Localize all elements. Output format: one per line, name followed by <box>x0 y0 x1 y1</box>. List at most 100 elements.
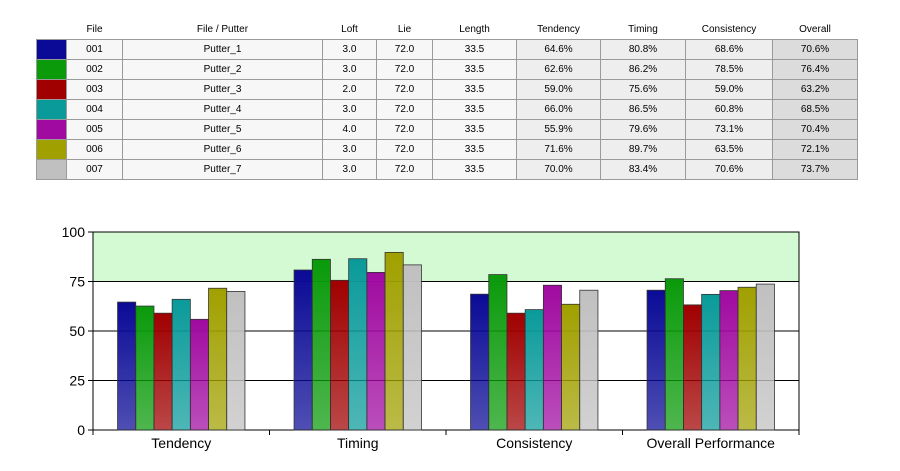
cell-putter: Putter_1 <box>122 39 323 60</box>
bar <box>506 312 526 431</box>
bar <box>664 278 684 431</box>
cell-putter: Putter_7 <box>122 159 323 180</box>
header-file: File <box>86 23 103 35</box>
bar <box>117 301 137 431</box>
cell-length: 33.5 <box>432 59 517 80</box>
cell-timing: 79.6% <box>600 119 686 140</box>
cell-putter: Putter_4 <box>122 99 323 120</box>
table-row[interactable]: 007 Putter_7 3.0 72.0 33.5 70.0% 83.4% 70.6% 73.… <box>36 159 858 180</box>
cell-file: 006 <box>66 139 123 160</box>
cell-lie: 72.0 <box>376 79 433 100</box>
bar <box>384 251 404 431</box>
header-consistency: Consistency <box>701 23 757 35</box>
bar <box>488 274 508 431</box>
bar <box>330 279 350 431</box>
cell-putter: Putter_6 <box>122 139 323 160</box>
table-body: 001 Putter_1 3.0 72.0 33.5 64.6% 80.8% 68.6% 70.… <box>36 39 858 180</box>
cell-timing: 89.7% <box>600 139 686 160</box>
bar <box>402 264 422 431</box>
cell-overall: 73.7% <box>772 159 858 180</box>
cell-timing: 86.2% <box>600 59 686 80</box>
table-row[interactable]: 003 Putter_3 2.0 72.0 33.5 59.0% 75.6% 59.0% 63.… <box>36 79 858 100</box>
cell-file: 005 <box>66 119 123 140</box>
cell-consistency: 63.5% <box>685 139 773 160</box>
bar <box>348 258 368 431</box>
bar <box>737 286 757 431</box>
bar <box>311 258 331 431</box>
header-length: Length <box>459 23 490 35</box>
bar <box>683 304 703 431</box>
cell-overall: 72.1% <box>772 139 858 160</box>
cell-lie: 72.0 <box>376 159 433 180</box>
cell-loft: 3.0 <box>322 59 377 80</box>
header-tendency: Tendency <box>537 23 580 35</box>
bar <box>293 269 313 431</box>
bar <box>719 290 739 431</box>
cell-tendency: 55.9% <box>516 119 601 140</box>
y-tick-label: 25 <box>69 373 85 389</box>
y-tick-label: 75 <box>69 274 85 290</box>
cell-length: 33.5 <box>432 139 517 160</box>
color-swatch <box>36 159 67 180</box>
x-category-label: Tendency <box>151 435 211 451</box>
table-row[interactable]: 005 Putter_5 4.0 72.0 33.5 55.9% 79.6% 73.1% 70.… <box>36 119 858 140</box>
cell-file: 007 <box>66 159 123 180</box>
bar <box>524 309 544 431</box>
header-loft: Loft <box>341 23 358 35</box>
cell-tendency: 71.6% <box>516 139 601 160</box>
cell-putter: Putter_3 <box>122 79 323 100</box>
table-row[interactable]: 001 Putter_1 3.0 72.0 33.5 64.6% 80.8% 68.6% 70.… <box>36 39 858 60</box>
bar <box>755 283 775 431</box>
x-category-label: Timing <box>337 435 379 451</box>
cell-length: 33.5 <box>432 159 517 180</box>
bar <box>208 287 228 431</box>
cell-timing: 75.6% <box>600 79 686 100</box>
cell-consistency: 59.0% <box>685 79 773 100</box>
cell-overall: 76.4% <box>772 59 858 80</box>
cell-consistency: 60.8% <box>685 99 773 120</box>
header-lie: Lie <box>397 23 412 35</box>
cell-overall: 68.5% <box>772 99 858 120</box>
cell-loft: 3.0 <box>322 159 377 180</box>
table-row[interactable]: 004 Putter_4 3.0 72.0 33.5 66.0% 86.5% 60.8% 68.… <box>36 99 858 120</box>
bar <box>470 293 490 431</box>
cell-overall: 70.6% <box>772 39 858 60</box>
bar <box>135 305 155 431</box>
table-header-row: File File / Putter Loft Lie Length Tende… <box>37 19 858 40</box>
cell-timing: 83.4% <box>600 159 686 180</box>
bar <box>171 298 191 431</box>
y-tick-label: 100 <box>62 224 86 240</box>
y-tick-label: 0 <box>77 422 85 438</box>
x-category-label: Overall Performance <box>647 435 776 451</box>
bar <box>561 303 581 431</box>
cell-loft: 4.0 <box>322 119 377 140</box>
cell-file: 004 <box>66 99 123 120</box>
color-swatch <box>36 119 67 140</box>
bar <box>701 293 721 431</box>
bar <box>189 318 209 431</box>
header-putter: File / Putter <box>196 23 249 35</box>
cell-length: 33.5 <box>432 119 517 140</box>
cell-lie: 72.0 <box>376 119 433 140</box>
bar <box>646 289 666 431</box>
header-timing: Timing <box>628 23 658 35</box>
cell-length: 33.5 <box>432 99 517 120</box>
table-row[interactable]: 006 Putter_6 3.0 72.0 33.5 71.6% 89.7% 63.5% 72.… <box>36 139 858 160</box>
bar <box>542 284 562 431</box>
cell-timing: 80.8% <box>600 39 686 60</box>
cell-tendency: 62.6% <box>516 59 601 80</box>
x-category-label: Consistency <box>496 435 572 451</box>
bar <box>226 290 246 431</box>
putter-table: File File / Putter Loft Lie Length Tende… <box>36 19 858 180</box>
cell-tendency: 64.6% <box>516 39 601 60</box>
cell-consistency: 73.1% <box>685 119 773 140</box>
cell-lie: 72.0 <box>376 39 433 60</box>
color-swatch <box>36 59 67 80</box>
cell-overall: 70.4% <box>772 119 858 140</box>
bar <box>366 271 386 431</box>
y-tick-label: 50 <box>69 323 85 339</box>
header-overall: Overall <box>799 23 831 35</box>
target-band <box>93 232 799 282</box>
cell-tendency: 70.0% <box>516 159 601 180</box>
